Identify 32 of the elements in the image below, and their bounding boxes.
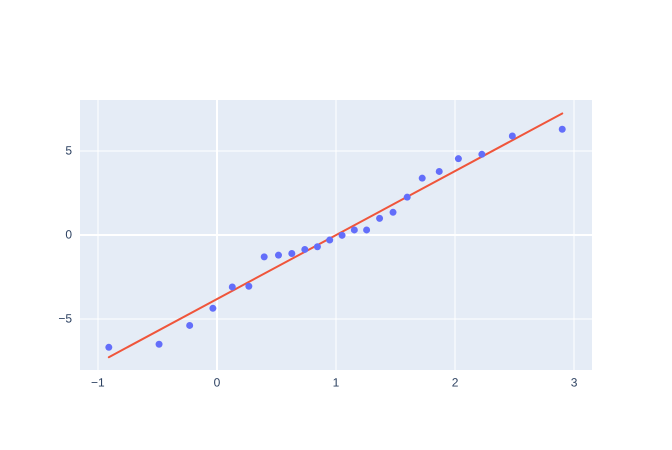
- point: [288, 250, 296, 257]
- x-tick-label: 2: [452, 376, 459, 390]
- x-tick-label: 1: [332, 376, 340, 390]
- y-tick-label: 5: [65, 143, 72, 158]
- point: [558, 126, 566, 133]
- point: [478, 150, 486, 158]
- point: [418, 174, 426, 182]
- y-tick-label: −5: [58, 311, 72, 326]
- point: [156, 340, 163, 348]
- point: [228, 283, 236, 290]
- point: [301, 246, 308, 253]
- point: [186, 322, 194, 329]
- point: [376, 214, 384, 222]
- point: [508, 132, 516, 140]
- point: [326, 236, 334, 244]
- point: [338, 232, 346, 239]
- x-tick-label: −1: [91, 376, 106, 390]
- point: [390, 208, 397, 216]
- point: [260, 253, 268, 260]
- point: [314, 243, 321, 250]
- point: [274, 252, 282, 259]
- point: [363, 226, 370, 234]
- x-tick-label: 0: [214, 376, 221, 390]
- point: [454, 155, 462, 162]
- point: [436, 168, 443, 175]
- x-tick-label: 3: [570, 376, 578, 390]
- point: [404, 194, 411, 201]
- y-tick-label: 0: [65, 227, 72, 242]
- point: [105, 344, 112, 351]
- point: [209, 304, 216, 312]
- point: [245, 282, 252, 290]
- point: [350, 226, 358, 234]
